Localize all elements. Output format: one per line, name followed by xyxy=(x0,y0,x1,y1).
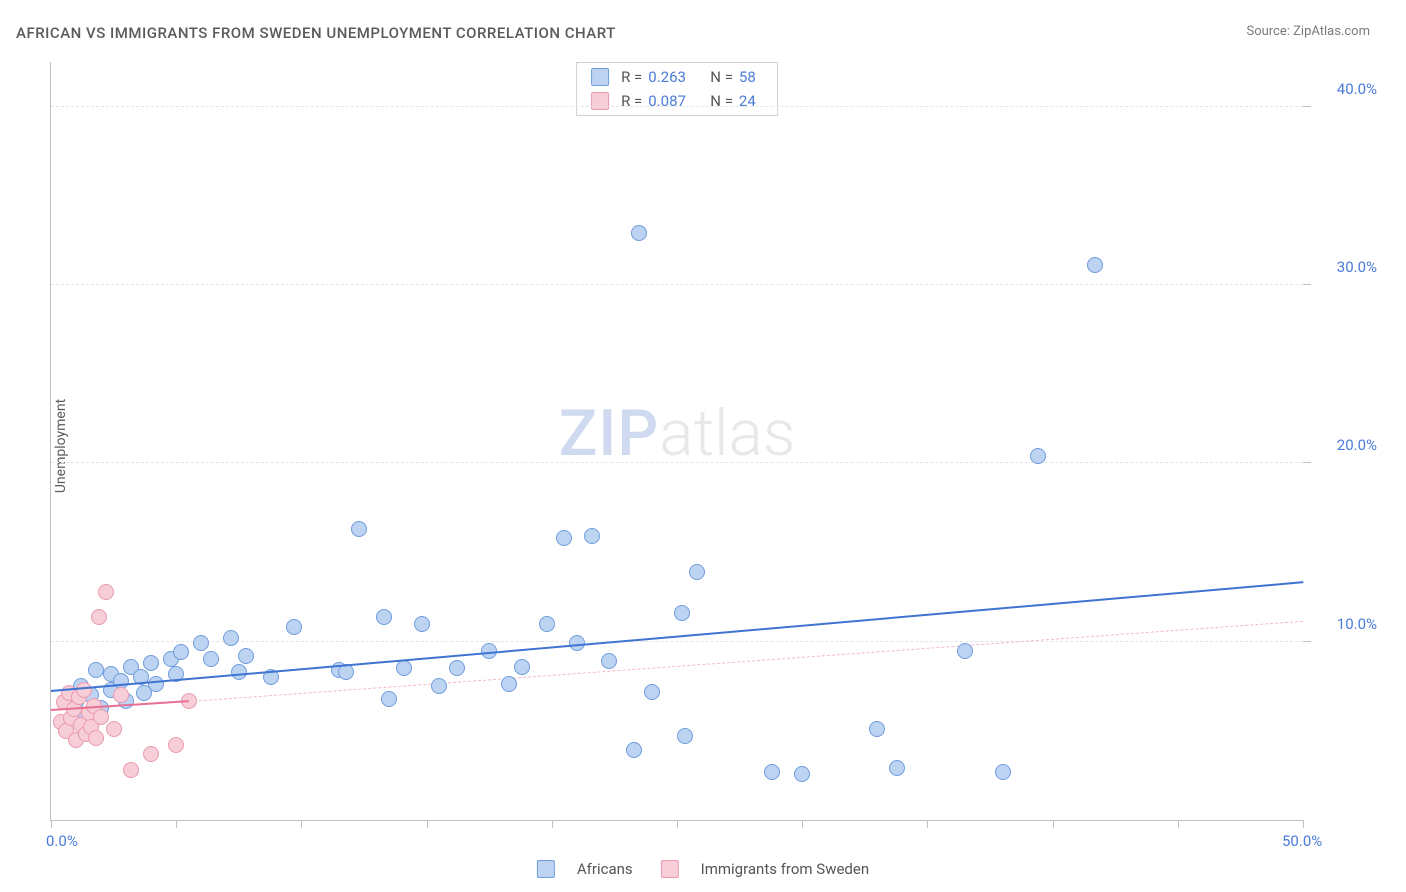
data-point xyxy=(351,521,367,537)
grid-line xyxy=(51,106,1303,107)
legend-swatch xyxy=(537,860,555,878)
x-tick-mark xyxy=(802,820,803,828)
data-point xyxy=(286,619,302,635)
y-tick-label: 40.0% xyxy=(1317,80,1377,98)
watermark-atlas: atlas xyxy=(659,396,795,471)
x-tick-mark xyxy=(1053,820,1054,828)
data-point xyxy=(995,764,1011,780)
x-tick-mark xyxy=(51,820,52,828)
legend-n-value: 58 xyxy=(739,68,763,86)
data-point xyxy=(514,659,530,675)
data-point xyxy=(91,609,107,625)
watermark-zip: ZIP xyxy=(559,396,660,471)
legend-series-label: Immigrants from Sweden xyxy=(701,860,869,878)
x-tick-mark xyxy=(552,820,553,828)
x-tick-mark xyxy=(1178,820,1179,828)
x-tick-label: 0.0% xyxy=(46,832,78,850)
legend-series-item: Africans xyxy=(537,860,633,878)
grid-line xyxy=(51,284,1303,285)
data-point xyxy=(143,655,159,671)
data-point xyxy=(88,662,104,678)
legend-row: R = 0.087 N = 24 xyxy=(577,89,777,113)
data-point xyxy=(869,721,885,737)
legend-swatch xyxy=(591,68,609,86)
y-tick-mark xyxy=(1303,462,1311,463)
regression-line xyxy=(189,621,1303,702)
source-label: Source: ZipAtlas.com xyxy=(1246,24,1370,39)
data-point xyxy=(98,584,114,600)
data-point xyxy=(1087,257,1103,273)
data-point xyxy=(396,660,412,676)
x-tick-mark xyxy=(1303,820,1304,828)
data-point xyxy=(376,609,392,625)
data-point xyxy=(764,764,780,780)
data-point xyxy=(889,760,905,776)
data-point xyxy=(501,676,517,692)
data-point xyxy=(584,528,600,544)
legend-correlation: R = 0.263 N = 58 R = 0.087 N = 24 xyxy=(576,62,778,116)
legend-r-label: R = xyxy=(621,68,642,86)
data-point xyxy=(689,564,705,580)
chart-title: AFRICAN VS IMMIGRANTS FROM SWEDEN UNEMPL… xyxy=(16,24,616,42)
data-point xyxy=(381,691,397,707)
data-point xyxy=(674,605,690,621)
x-tick-mark xyxy=(176,820,177,828)
data-point xyxy=(173,644,189,660)
data-point xyxy=(113,687,129,703)
data-point xyxy=(539,616,555,632)
data-point xyxy=(601,653,617,669)
legend-n-label: N = xyxy=(710,92,733,110)
data-point xyxy=(1030,448,1046,464)
legend-row: R = 0.263 N = 58 xyxy=(577,65,777,89)
legend-n-value: 24 xyxy=(739,92,763,110)
y-tick-label: 10.0% xyxy=(1317,615,1377,633)
x-tick-mark xyxy=(677,820,678,828)
data-point xyxy=(93,709,109,725)
legend-r-label: R = xyxy=(621,92,642,110)
y-tick-mark xyxy=(1303,106,1311,107)
legend-r-value: 0.263 xyxy=(648,68,692,86)
legend-swatch xyxy=(591,92,609,110)
legend-series-label: Africans xyxy=(577,860,633,878)
legend-n-label: N = xyxy=(710,68,733,86)
data-point xyxy=(106,721,122,737)
data-point xyxy=(626,742,642,758)
x-tick-mark xyxy=(427,820,428,828)
data-point xyxy=(123,762,139,778)
data-point xyxy=(76,682,92,698)
legend-swatch xyxy=(661,860,679,878)
data-point xyxy=(238,648,254,664)
data-point xyxy=(794,766,810,782)
data-point xyxy=(203,651,219,667)
data-point xyxy=(644,684,660,700)
data-point xyxy=(88,730,104,746)
watermark: ZIPatlas xyxy=(559,396,796,471)
x-tick-mark xyxy=(927,820,928,828)
x-tick-mark xyxy=(301,820,302,828)
legend-series: Africans Immigrants from Sweden xyxy=(537,860,869,878)
data-point xyxy=(449,660,465,676)
y-tick-mark xyxy=(1303,284,1311,285)
data-point xyxy=(168,737,184,753)
data-point xyxy=(414,616,430,632)
x-tick-label: 50.0% xyxy=(1282,832,1322,850)
legend-series-item: Immigrants from Sweden xyxy=(661,860,869,878)
y-tick-label: 20.0% xyxy=(1317,436,1377,454)
data-point xyxy=(631,225,647,241)
y-tick-label: 30.0% xyxy=(1317,258,1377,276)
data-point xyxy=(231,664,247,680)
legend-r-value: 0.087 xyxy=(648,92,692,110)
y-tick-mark xyxy=(1303,641,1311,642)
data-point xyxy=(957,643,973,659)
grid-line xyxy=(51,462,1303,463)
data-point xyxy=(193,635,209,651)
data-point xyxy=(143,746,159,762)
plot-area: ZIPatlas R =0.263N =58R =0.087N =24 10.0… xyxy=(50,62,1303,821)
data-point xyxy=(148,676,164,692)
data-point xyxy=(223,630,239,646)
data-point xyxy=(677,728,693,744)
data-point xyxy=(431,678,447,694)
data-point xyxy=(556,530,572,546)
